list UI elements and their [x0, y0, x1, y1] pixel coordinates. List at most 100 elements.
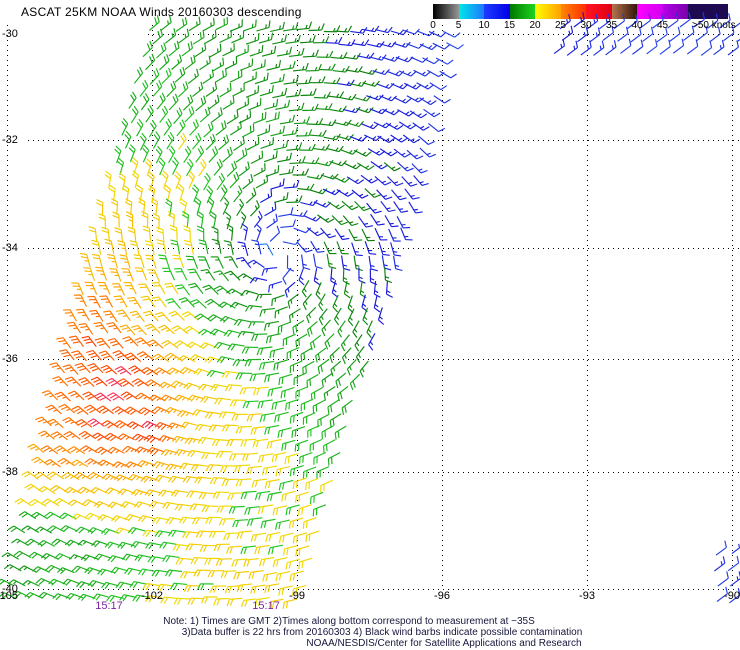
wind-barb [231, 30, 245, 44]
wind-barb [231, 413, 248, 421]
wind-barb [393, 96, 412, 104]
wind-barb [180, 421, 198, 429]
wind-barb [173, 597, 191, 605]
wind-barb [280, 219, 296, 228]
wind-barb [226, 597, 243, 606]
wind-barb [94, 446, 113, 456]
wind-barb [313, 267, 321, 286]
wind-barb [373, 294, 381, 313]
wind-barb [325, 36, 343, 44]
wind-barb [240, 438, 257, 447]
wind-barb [228, 453, 246, 461]
wind-barb [124, 406, 142, 415]
wind-barb [226, 288, 244, 296]
wind-barb [693, 12, 706, 28]
wind-barb [267, 544, 284, 555]
wind-barb [613, 13, 625, 30]
wind-barb [189, 354, 208, 362]
wind-barb [366, 94, 384, 101]
wind-barb [306, 306, 317, 324]
wind-barb [140, 367, 159, 376]
wind-barb [208, 94, 220, 110]
wind-barb [0, 592, 17, 600]
wind-barb [264, 372, 280, 383]
wind-barb [278, 532, 294, 544]
wind-barb [321, 425, 334, 440]
wind-barb [313, 451, 327, 465]
wind-barb [346, 359, 357, 376]
wind-barb [133, 66, 144, 84]
wind-barb [165, 517, 183, 525]
wind-barb [77, 593, 96, 601]
wind-barb [298, 267, 305, 286]
wind-barb [292, 477, 307, 490]
wind-barb [269, 347, 284, 359]
wind-barb [122, 445, 140, 453]
wind-barb [219, 184, 228, 202]
wind-barb [586, 14, 599, 30]
wind-barb [199, 106, 211, 123]
wind-barb [295, 333, 308, 348]
wind-barb [254, 490, 271, 501]
wind-barb [321, 319, 331, 337]
wind-barb [90, 376, 108, 387]
wind-barb [312, 399, 325, 414]
wind-barb [329, 105, 347, 113]
wind-barb [165, 298, 181, 310]
wind-barb [164, 406, 183, 415]
lon-tick-label: -99 [289, 590, 305, 602]
wind-barb [137, 515, 156, 523]
wind-barb [255, 174, 269, 189]
wind-barb [377, 307, 385, 325]
lon-tick-label: -93 [579, 590, 595, 602]
wind-barb [393, 201, 409, 213]
note-line-1: Note: 1) Times are GMT 2)Times along bot… [163, 616, 535, 627]
wind-barb [170, 489, 189, 497]
wind-barb [384, 215, 399, 228]
wind-barb [345, 66, 363, 73]
wind-barb [255, 223, 262, 242]
wind-barb [96, 198, 104, 216]
wind-barb [161, 67, 172, 85]
wind-barb [216, 172, 226, 191]
wind-barb [241, 598, 257, 608]
wind-barb [258, 360, 275, 371]
wind-barb [715, 540, 727, 556]
wind-barb [306, 227, 324, 237]
wind-barb [713, 39, 725, 56]
wind-barb [74, 362, 91, 374]
wind-barb [209, 328, 228, 336]
wind-barb [212, 57, 225, 72]
wind-barb [409, 110, 428, 119]
wind-barb [327, 452, 341, 466]
wind-barb [249, 200, 260, 217]
wind-barb [235, 44, 249, 58]
wind-barb [429, 82, 448, 91]
wind-barb [385, 281, 393, 298]
wind-barb [265, 165, 280, 178]
wind-barb [352, 320, 360, 338]
wind-barb [288, 47, 305, 57]
wind-barb [709, 27, 721, 43]
lat-gridline [28, 140, 740, 141]
wind-barb [331, 215, 349, 226]
wind-barb [38, 486, 56, 495]
wind-barb [135, 392, 153, 401]
wind-barb [160, 596, 178, 604]
wind-barb [566, 40, 579, 56]
colorbar-tick-label: 5 [455, 20, 462, 31]
wind-barb [171, 435, 190, 443]
wind-barb [124, 461, 143, 469]
wind-barb [235, 372, 253, 380]
wind-barb [134, 267, 148, 281]
wind-barb [208, 530, 226, 539]
wind-barb [382, 55, 400, 62]
wind-barb [21, 525, 40, 533]
wind-barb [127, 527, 146, 535]
wind-barb [97, 459, 116, 467]
wind-barb [179, 198, 187, 216]
wind-barb [41, 498, 60, 507]
wind-barb [44, 511, 62, 520]
wind-barb [145, 53, 156, 71]
wind-barb [172, 157, 179, 175]
